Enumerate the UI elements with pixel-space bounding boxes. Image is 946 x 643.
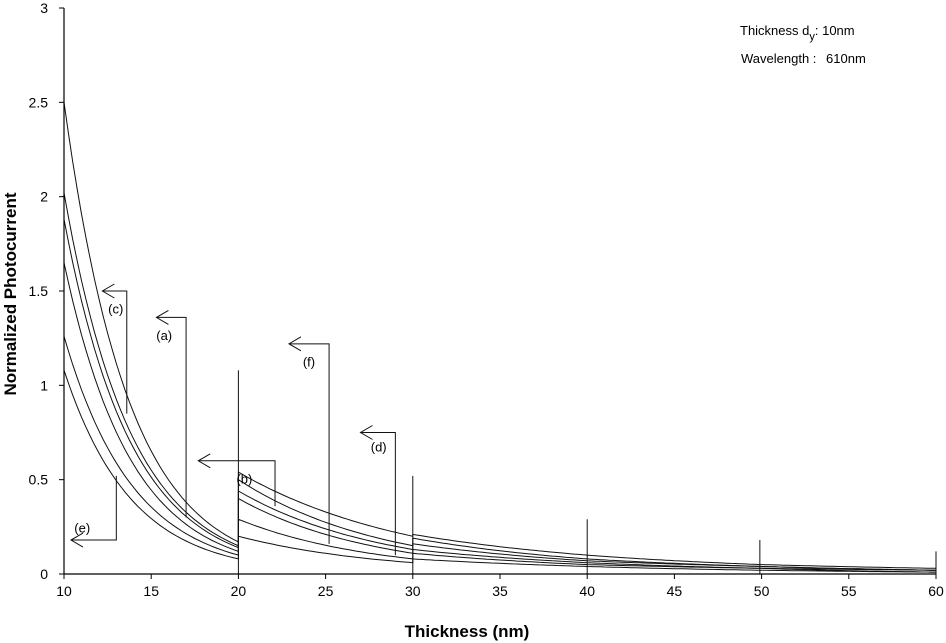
annotation-leader <box>70 475 117 541</box>
info-box: Thickness dy: 10nm Wavelength : 610nm <box>740 23 866 66</box>
y-tick-label: 2.5 <box>29 94 49 110</box>
x-tick-label: 40 <box>579 583 595 599</box>
annotation-e: (e) <box>69 475 117 548</box>
annotation-leader <box>156 316 187 518</box>
series-line-f <box>63 219 936 571</box>
annotation-c: (c) <box>101 283 128 414</box>
annotation-label: (a) <box>156 328 172 343</box>
x-tick-label: 15 <box>143 583 159 599</box>
annotation-label: (d) <box>371 439 387 454</box>
annotation-f: (f) <box>287 336 330 544</box>
x-tick-label: 45 <box>667 583 683 599</box>
wavelength-value: 610nm <box>826 51 866 66</box>
x-tick-label: 25 <box>318 583 334 599</box>
thickness-value: : 10nm <box>815 23 855 38</box>
annotation-label: (c) <box>108 302 123 317</box>
x-tick-label: 50 <box>754 583 770 599</box>
plot-axes: 10 15 20 25 30 35 40 45 50 55 60 0 0.5 1 1.5 2 2.5 3 <box>29 0 944 599</box>
annotation-arrowhead <box>155 309 169 325</box>
annotation-arrowhead <box>359 425 373 440</box>
annotation-label: (b) <box>236 471 252 486</box>
x-tick-label: 55 <box>841 583 857 599</box>
x-axis-title: Thickness (nm) <box>405 622 530 641</box>
wavelength-info: Wavelength : 610nm <box>741 51 866 66</box>
annotation-b: (b) <box>197 453 276 507</box>
y-axis-title: Normalized Photocurrent <box>1 192 20 395</box>
thickness-subscript: y <box>809 31 815 43</box>
annotation-arrowhead <box>287 336 302 352</box>
x-tick-label: 30 <box>405 583 421 599</box>
y-tick-label: 3 <box>40 0 48 16</box>
annotation-arrowhead <box>69 532 84 548</box>
thickness-label: Thickness d <box>740 23 809 38</box>
annotation-d: (d) <box>359 425 396 556</box>
annotation-leader <box>102 290 128 414</box>
plot-annotations: (c) (a) (b) (f) (d) (e) <box>69 283 396 556</box>
y-tick-label: 1.5 <box>29 283 49 299</box>
series-line-e <box>63 370 936 573</box>
x-tick-label: 20 <box>231 583 247 599</box>
annotation-arrowhead <box>197 453 211 469</box>
annotation-a: (a) <box>155 309 187 518</box>
series-line-a <box>63 192 936 571</box>
x-tick-label: 35 <box>492 583 508 599</box>
plot-lines <box>63 102 937 574</box>
annotation-leader <box>288 343 330 544</box>
x-tick-label: 60 <box>928 583 944 599</box>
annotation-arrowhead <box>101 283 115 299</box>
y-tick-label: 0 <box>40 566 48 582</box>
series-line-c <box>63 102 936 569</box>
y-tick-label: 0.5 <box>29 472 49 488</box>
annotation-label: (e) <box>74 520 90 535</box>
y-tick-label: 2 <box>40 189 48 205</box>
x-tick-label: 10 <box>56 583 72 599</box>
series-line-d <box>63 336 936 573</box>
annotation-label: (f) <box>303 354 315 369</box>
annotation-leader <box>360 432 396 556</box>
y-tick-label: 1 <box>40 377 48 393</box>
thickness-info: Thickness dy: 10nm <box>740 23 855 43</box>
series-line-b <box>63 262 936 571</box>
annotation-leader <box>198 460 276 507</box>
wavelength-label: Wavelength : <box>741 51 816 66</box>
